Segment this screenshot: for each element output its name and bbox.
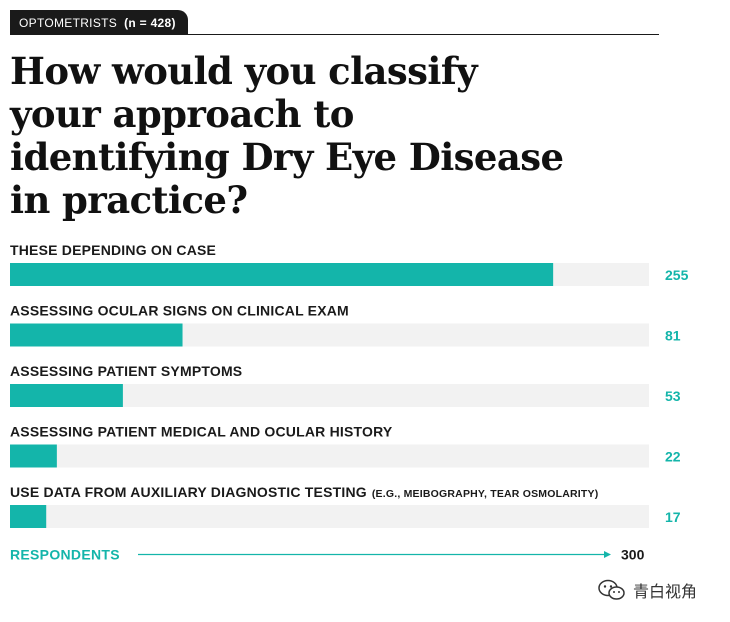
bar — [10, 263, 554, 286]
bar-track — [10, 384, 649, 407]
bar — [10, 384, 123, 407]
axis-arrowhead — [604, 551, 611, 558]
axis-max-label: 300 — [621, 547, 645, 563]
value-label: 22 — [665, 449, 681, 465]
bar — [10, 444, 57, 468]
value-label: 81 — [665, 328, 681, 344]
value-label: 53 — [665, 388, 681, 404]
category-label: THESE DEPENDING ON CASE — [10, 242, 216, 258]
watermark: 青白视角 — [597, 578, 697, 602]
bar-track — [10, 505, 649, 528]
bar — [10, 323, 183, 347]
header-rule — [10, 34, 659, 35]
watermark-text: 青白视角 — [633, 582, 698, 601]
value-label: 17 — [665, 509, 681, 525]
wechat-icon — [598, 579, 625, 600]
sample-tab: OPTOMETRISTS (n = 428) — [10, 10, 188, 35]
chart-title: How would you classify your approach to … — [10, 49, 564, 222]
bar — [10, 505, 47, 528]
category-label: ASSESSING PATIENT MEDICAL AND OCULAR HIS… — [10, 424, 393, 440]
category-label: ASSESSING PATIENT SYMPTOMS — [10, 363, 242, 379]
value-label: 255 — [665, 267, 689, 283]
sample-size: (n = 428) — [124, 15, 176, 30]
axis-label: RESPONDENTS — [10, 547, 120, 563]
category-label: ASSESSING OCULAR SIGNS ON CLINICAL EXAM — [10, 303, 349, 319]
group-label: OPTOMETRISTS — [19, 15, 118, 30]
bar-track — [10, 444, 649, 468]
category-label: USE DATA FROM AUXILIARY DIAGNOSTIC TESTI… — [10, 484, 598, 500]
